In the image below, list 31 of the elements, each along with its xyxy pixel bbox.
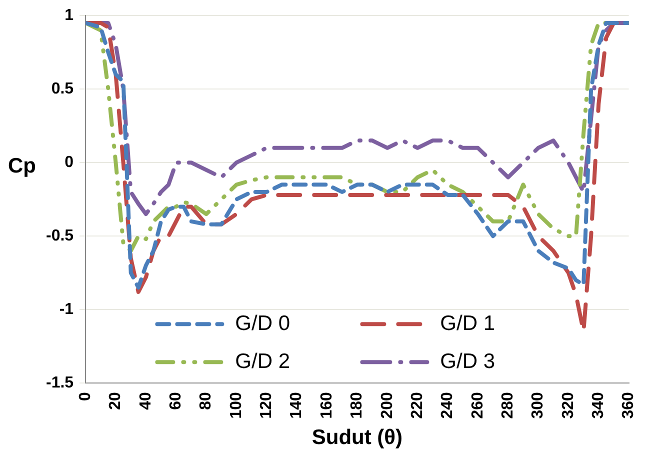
x-axis-title: Sudut (θ) xyxy=(312,426,403,450)
x-tick-label: 260 xyxy=(469,392,486,419)
x-tick-label: 100 xyxy=(228,392,245,419)
x-tick-label: 40 xyxy=(137,392,154,410)
x-tick-label: 60 xyxy=(168,392,185,410)
y-tick-label: -0.5 xyxy=(46,228,74,245)
x-tick-label: 320 xyxy=(560,392,577,419)
y-axis-title: Cp xyxy=(8,154,36,178)
legend-label: G/D 0 xyxy=(235,312,290,335)
y-tick-label: -1.5 xyxy=(46,374,74,392)
legend-label: G/D 2 xyxy=(235,350,290,373)
x-tick-label: 160 xyxy=(318,392,336,419)
x-tick-label: 0 xyxy=(76,392,94,402)
y-tick-label: 1 xyxy=(64,7,74,24)
x-tick-label: 140 xyxy=(288,392,306,419)
y-tick-label: 0 xyxy=(64,154,74,172)
x-tick-label: 200 xyxy=(378,392,396,419)
x-tick-label: 220 xyxy=(408,392,426,419)
x-tick-label: 340 xyxy=(590,392,608,419)
x-tick-label: 180 xyxy=(348,392,366,419)
y-tick-label: -1 xyxy=(59,301,74,318)
legend-label: G/D 3 xyxy=(440,350,496,373)
legend-label: G/D 1 xyxy=(440,312,496,335)
x-tick-label: 80 xyxy=(198,392,215,410)
x-tick-label: 360 xyxy=(620,392,638,419)
x-tick-label: 120 xyxy=(258,392,276,419)
x-tick-label: 280 xyxy=(499,392,516,419)
y-tick-label: 0.5 xyxy=(51,80,74,98)
x-tick-label: 20 xyxy=(107,392,124,410)
x-tick-label: 300 xyxy=(530,392,547,419)
x-tick-label: 240 xyxy=(439,392,456,419)
